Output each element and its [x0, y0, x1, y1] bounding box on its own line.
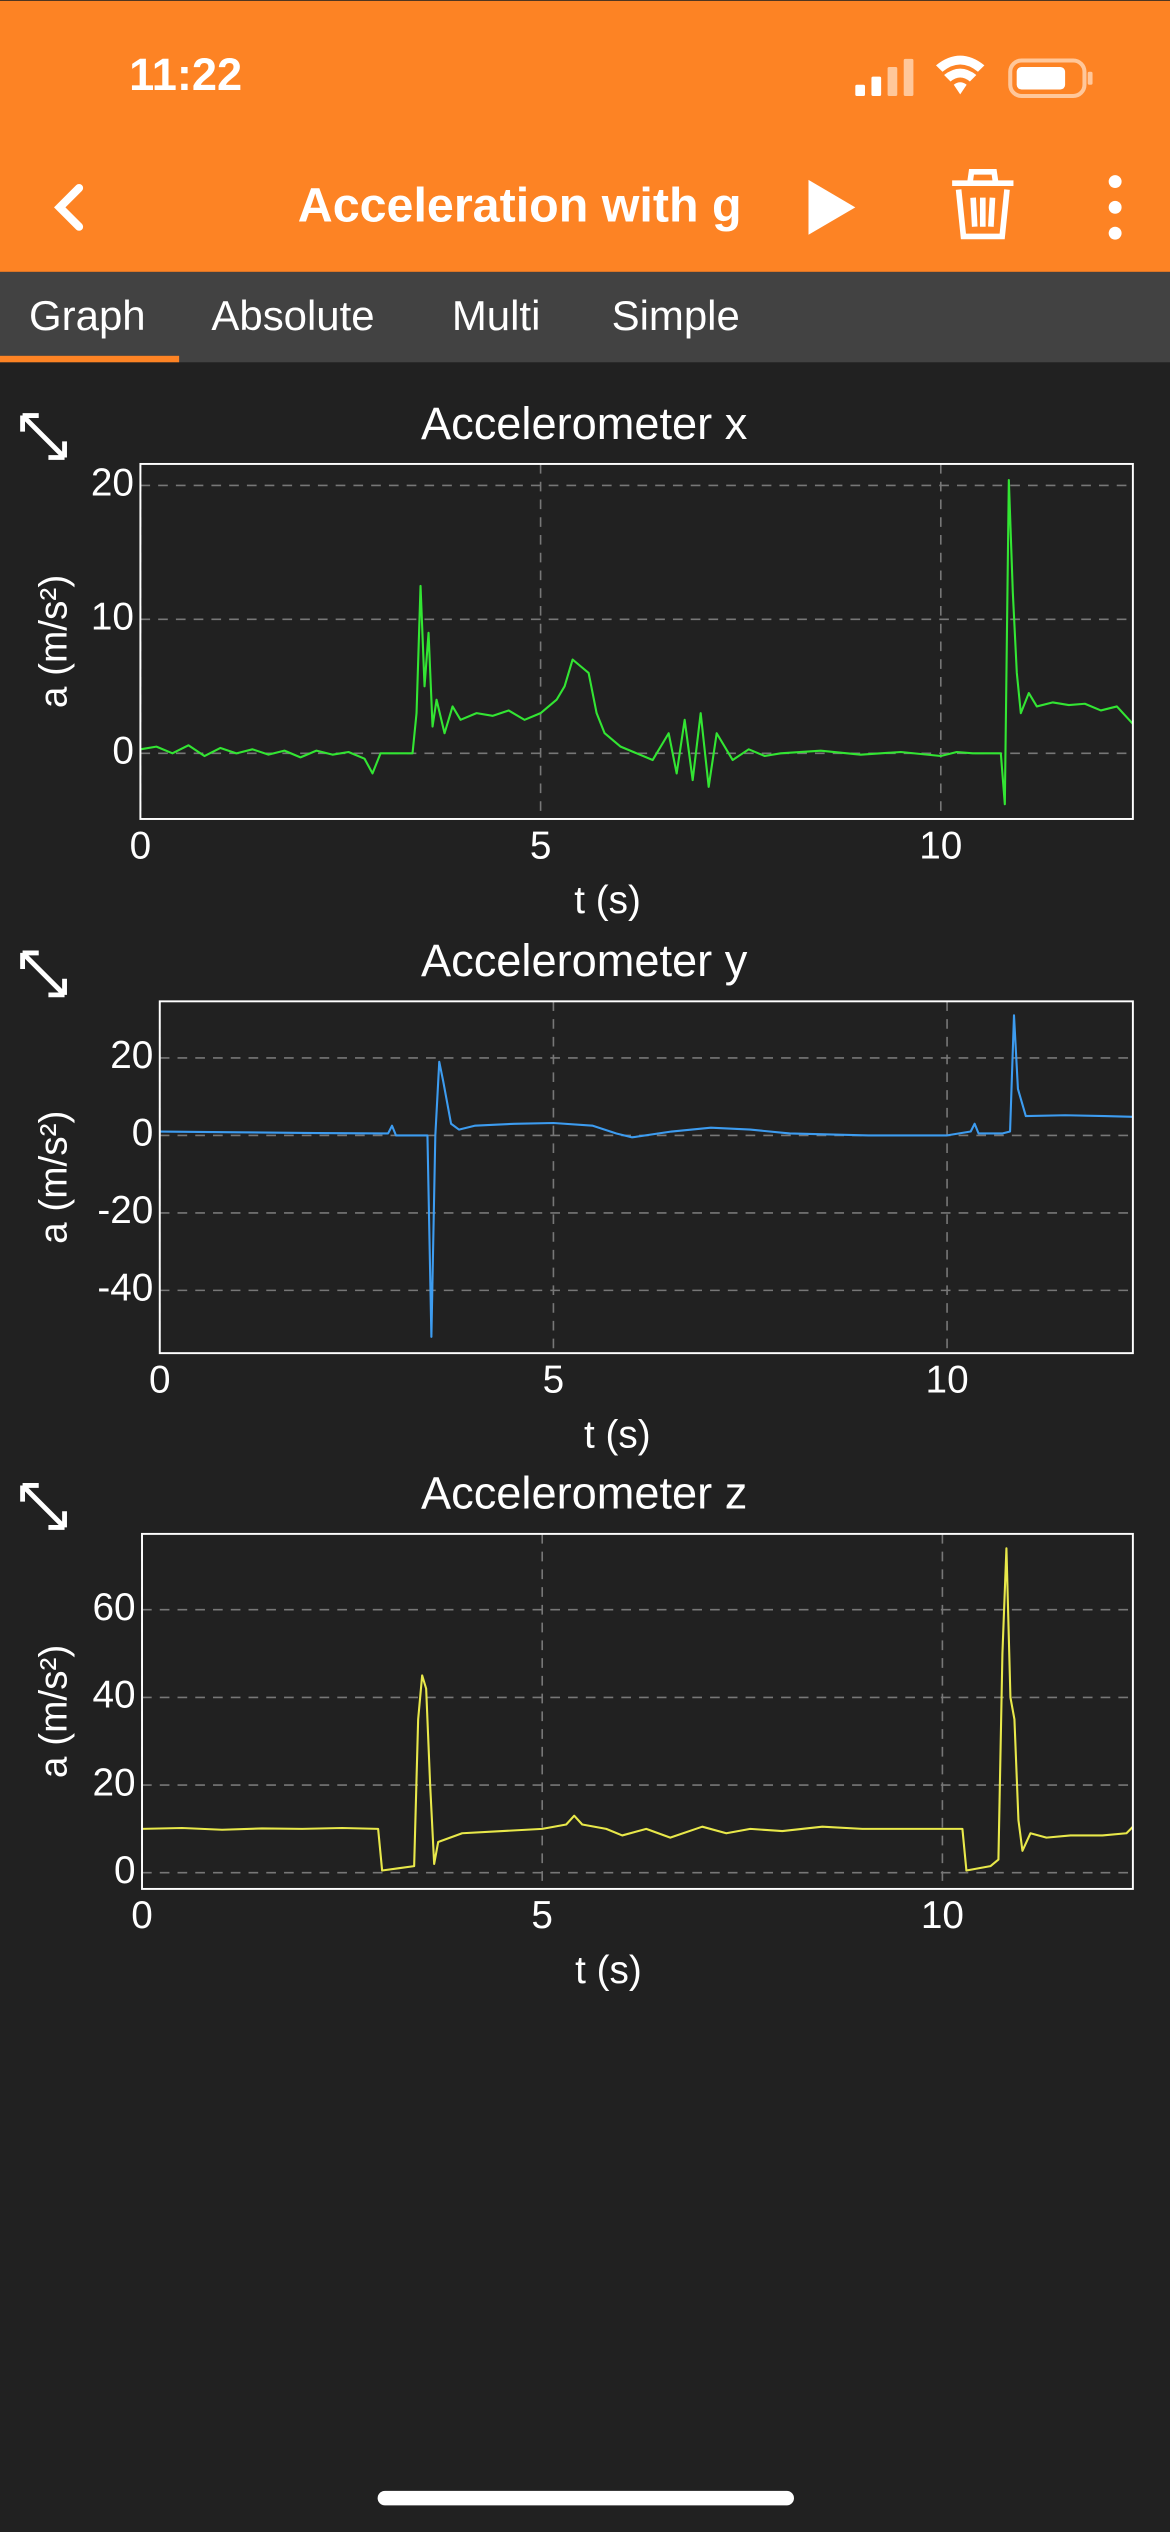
plot-frame: [158, 1000, 1134, 1355]
x-tick-label: 10: [921, 1894, 964, 1937]
y-tick-label: 60: [92, 1586, 135, 1629]
battery-tip: [1087, 71, 1093, 85]
menu-dot: [1108, 175, 1122, 188]
y-tick-label: -40: [97, 1267, 153, 1310]
y-axis-label: a (m/s²): [33, 575, 76, 708]
tab-indicator: [0, 355, 180, 363]
x-tick-label: 5: [530, 824, 552, 867]
chart: Accelerometer z a (m/s²) t (s) 0 20 40 60 0 5 10: [20, 1468, 1134, 1992]
tab-bar: [0, 271, 1170, 363]
x-tick-label: 10: [919, 824, 962, 867]
plot-frame: [139, 462, 1134, 820]
x-tick-label: 0: [130, 824, 152, 867]
x-tick-label: 0: [131, 1894, 153, 1937]
trash-lid: [952, 169, 1014, 186]
status-time: 11:22: [129, 49, 242, 100]
plot-area: [142, 1547, 1133, 1872]
y-tick-label: 10: [91, 596, 134, 639]
expand-icon[interactable]: [20, 413, 67, 460]
data-line: [142, 1547, 1133, 1872]
app-bar: [0, 0, 1170, 272]
x-tick-label: 5: [543, 1358, 565, 1401]
signal-bar: [887, 66, 898, 96]
tab[interactable]: Multi: [452, 292, 541, 339]
play-button[interactable]: [808, 179, 856, 235]
y-tick-label: 0: [132, 1112, 154, 1155]
tab[interactable]: Absolute: [211, 292, 374, 339]
y-tick-label: 20: [91, 462, 134, 505]
menu-dot: [1108, 226, 1122, 240]
x-axis-label: t (s): [574, 879, 641, 922]
y-tick-label: 20: [92, 1761, 135, 1804]
battery-level: [1016, 66, 1066, 90]
data-line: [159, 1014, 1133, 1338]
delete-button[interactable]: [952, 169, 1014, 240]
menu-button[interactable]: [1108, 175, 1122, 240]
tab[interactable]: Graph: [29, 292, 146, 339]
expand-icon[interactable]: [20, 950, 67, 998]
expand-icon[interactable]: [20, 1483, 67, 1530]
plot-area: [159, 1014, 1133, 1338]
y-tick-label: 20: [110, 1034, 153, 1077]
chart-title: Accelerometer y: [421, 935, 748, 986]
screen-title: Acceleration with g: [298, 179, 742, 233]
status-icons: [855, 55, 1093, 99]
y-axis-label: a (m/s²): [33, 1111, 76, 1244]
signal-bar: [903, 58, 914, 96]
y-tick-label: 40: [92, 1674, 135, 1717]
home-indicator: [377, 2490, 794, 2506]
x-axis-label: t (s): [575, 1949, 642, 1992]
battery-outline: [1008, 58, 1087, 99]
x-axis-label: t (s): [584, 1413, 651, 1456]
chart-title: Accelerometer z: [421, 1468, 747, 1519]
y-tick-label: 0: [112, 730, 134, 773]
y-axis-label: a (m/s²): [33, 1645, 76, 1778]
menu-dot: [1108, 200, 1122, 214]
x-tick-label: 0: [149, 1358, 171, 1401]
y-tick-label: -20: [97, 1189, 153, 1232]
trash-body: [955, 189, 1010, 240]
signal-bar: [871, 76, 882, 96]
chart-title: Accelerometer x: [421, 398, 748, 449]
back-button[interactable]: [54, 183, 84, 231]
chart: Accelerometer x a (m/s²) t (s) 0 10 20 0 5 10: [20, 398, 1134, 922]
wifi-icon: [936, 55, 985, 95]
y-tick-label: 0: [114, 1849, 136, 1892]
plot-area: [140, 478, 1133, 806]
data-line: [140, 478, 1133, 806]
tab[interactable]: Simple: [612, 292, 740, 339]
signal-bar: [855, 84, 865, 96]
x-tick-label: 5: [531, 1894, 553, 1937]
x-tick-label: 10: [926, 1358, 969, 1401]
chart: Accelerometer y a (m/s²) t (s) -40 -20 0 20 0 5 1…: [20, 935, 1134, 1456]
plot-frame: [141, 1532, 1134, 1890]
